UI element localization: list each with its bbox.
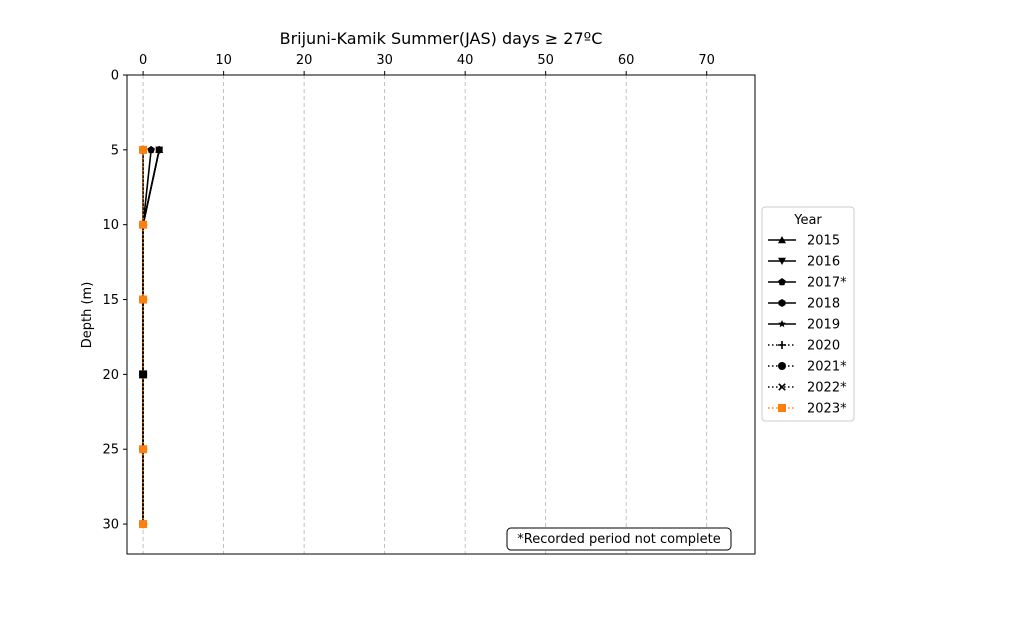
y-tick-label: 10 xyxy=(102,218,119,233)
annotation-text: *Recorded period not complete xyxy=(517,532,721,547)
grid-lines xyxy=(142,75,708,554)
y-axis-label: Depth (m) xyxy=(80,282,95,349)
data-point xyxy=(139,445,148,454)
y-tick-label: 20 xyxy=(102,368,119,383)
legend-label: 2023* xyxy=(807,402,847,417)
annotation-frame xyxy=(506,527,732,551)
x-tick-label: 70 xyxy=(698,53,715,68)
y-tick-label: 5 xyxy=(111,143,119,158)
data-point xyxy=(139,370,148,379)
y-axis-ticks: 0 5 10 15 20 25 30 xyxy=(102,69,127,533)
legend-label: 2020 xyxy=(807,339,840,354)
y-tick-label: 30 xyxy=(102,518,119,533)
legend-item: 2022* xyxy=(768,381,847,396)
legend-label: 2018 xyxy=(807,297,840,312)
legend-marker xyxy=(778,383,786,391)
data-point xyxy=(147,145,155,154)
legend-label: 2015 xyxy=(807,234,840,249)
legend-item: 2021* xyxy=(768,360,847,375)
legend-label: 2017* xyxy=(807,276,847,291)
x-tick-label: 50 xyxy=(537,53,554,68)
legend-label: 2016 xyxy=(807,255,840,270)
data-point xyxy=(139,295,148,304)
legend-label: 2022* xyxy=(807,381,847,396)
y-tick-label: 0 xyxy=(111,69,119,84)
legend-item: 2017* xyxy=(768,276,847,291)
legend-marker xyxy=(778,362,786,370)
data-point xyxy=(139,145,148,154)
data-point xyxy=(155,145,163,154)
x-tick-label: 20 xyxy=(296,53,313,68)
legend-marker xyxy=(778,341,786,349)
x-tick-label: 40 xyxy=(457,53,474,68)
legend-marker xyxy=(778,404,786,412)
y-tick-label: 15 xyxy=(102,293,119,308)
legend-marker xyxy=(778,278,786,286)
plot-frame xyxy=(126,74,756,555)
y-tick-label: 25 xyxy=(102,443,119,458)
legend-title: Year xyxy=(793,213,822,228)
series-2023-partial xyxy=(139,145,148,529)
legend-item: 2023* xyxy=(768,402,847,417)
x-tick-label: 10 xyxy=(215,53,232,68)
legend-label: 2021* xyxy=(807,360,847,375)
data-point xyxy=(139,520,148,529)
x-tick-label: 30 xyxy=(376,53,393,68)
legend-item: 2018 xyxy=(768,297,840,312)
legend-item: 2019 xyxy=(768,318,840,333)
legend-item: 2020 xyxy=(768,339,840,354)
legend-marker xyxy=(778,299,786,307)
legend-item: 2016 xyxy=(768,255,840,270)
data-point xyxy=(139,220,148,229)
chart-title: Brijuni-Kamik Summer(JAS) days ≥ 27ºC xyxy=(280,29,603,48)
legend-marker xyxy=(778,236,786,244)
series-layer xyxy=(139,145,164,529)
legend-marker xyxy=(778,320,786,328)
legend-marker xyxy=(778,257,786,265)
x-tick-label: 0 xyxy=(139,53,147,68)
legend-label: 2019 xyxy=(807,318,840,333)
annotation-box: *Recorded period not complete xyxy=(506,527,732,551)
legend-item: 2015 xyxy=(768,234,840,249)
legend-items: 2015 2016 2017* 2018 2019 2020 2021* 2022* 2023* xyxy=(768,234,847,417)
x-axis-ticks: 0 10 20 30 40 50 60 70 xyxy=(139,53,715,75)
legend: Year 2015 2016 2017* 2018 2019 2020 2021* 2022*… xyxy=(761,206,855,422)
x-tick-label: 60 xyxy=(618,53,635,68)
